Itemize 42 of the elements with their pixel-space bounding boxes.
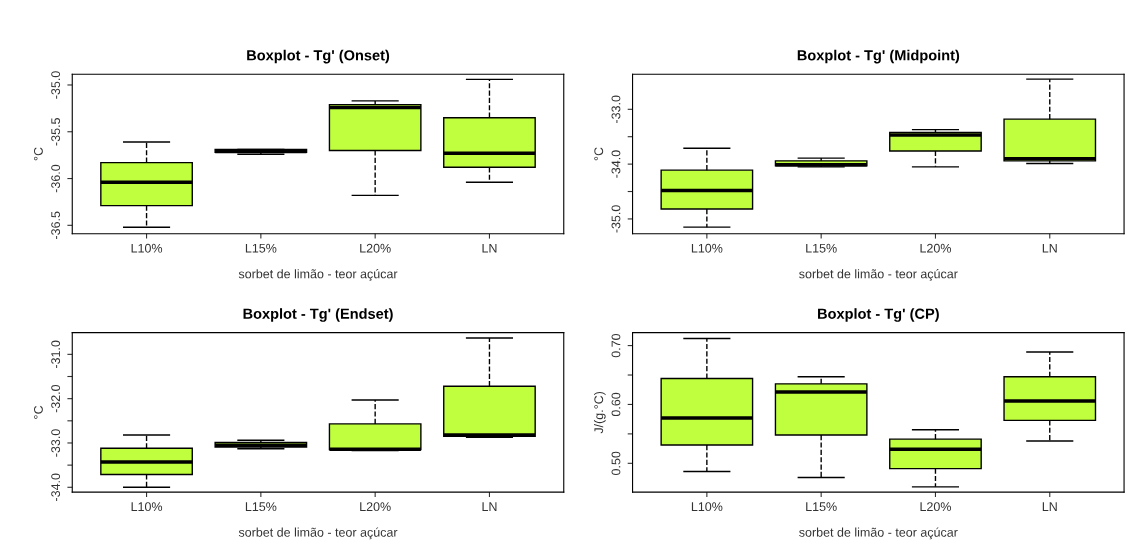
y-tick-label: -35.0 [611,205,621,233]
y-tick-label: -33.0 [51,429,61,457]
chart-title: Boxplot - Tg' (Midpoint) [797,49,960,64]
x-axis-title: sorbet de limão - teor açúcar [238,269,398,281]
x-tick-label: L15% [806,502,837,512]
x-tick-label: L15% [245,502,277,512]
x-tick-label: LN [1042,502,1057,511]
y-axis-title: °C [594,147,604,161]
y-axis-title: J/(g.°C) [593,391,606,434]
y-tick-label: 0.50 [611,451,621,475]
y-tick-label: -35.0 [51,71,61,99]
x-tick-label: L15% [245,243,277,253]
x-tick-label: L20% [360,502,391,512]
chart-title: Boxplot - Tg' (Onset) [247,49,390,64]
y-tick-label: -35.5 [51,118,61,146]
y-tick-label: -31.0 [51,340,61,369]
y-tick-label: -36.0 [51,164,61,193]
y-tick-label: -34.0 [611,150,621,178]
x-tick-label: LN [482,502,497,511]
x-tick-label: L10% [691,502,723,512]
x-tick-label: L10% [131,502,163,512]
y-tick-label: 0.60 [611,392,621,417]
chart-title: Boxplot - Tg' (CP) [818,308,939,322]
x-tick-label: LN [1042,243,1057,253]
chart-title: Boxplot - Tg' (Endset) [243,308,393,322]
x-tick-label: LN [482,243,497,253]
y-tick-label: -34.0 [51,473,61,501]
y-tick-label: -33.0 [611,95,621,123]
y-axis-title: °C [34,147,43,161]
x-tick-label: L20% [920,243,951,253]
x-axis-title: sorbet de limão - teor açúcar [799,269,958,281]
x-tick-label: L20% [360,243,391,253]
y-tick-label: -32.0 [51,384,61,413]
y-tick-label: 0.70 [611,333,621,358]
y-tick-label: -36.5 [51,211,61,239]
x-axis-title: sorbet de limão - teor açúcar [238,527,398,540]
x-axis-title: sorbet de limão - teor açúcar [799,527,958,540]
x-tick-label: L15% [806,243,837,253]
x-tick-label: L10% [691,243,723,253]
x-tick-label: L20% [920,502,951,512]
y-axis-title: °C [34,405,43,419]
x-tick-label: L10% [131,243,163,253]
